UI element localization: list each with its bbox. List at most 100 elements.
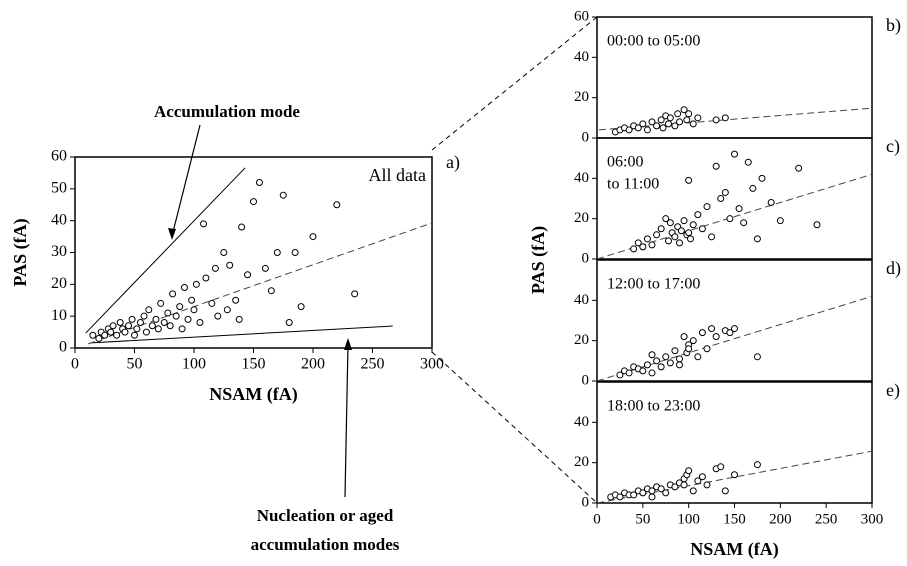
panel-annotation: to 11:00 [607,176,659,193]
scatter-point [200,220,208,228]
annotation: accumulation modes [251,535,400,554]
scatter-point [190,306,198,314]
panel-annotation: All data [369,165,426,185]
scatter-point [109,322,117,330]
scatter-point [731,471,738,479]
scatter-point [657,225,665,233]
y-tick-label: 20 [574,89,589,105]
x-tick-label: 200 [301,356,325,373]
y-tick-label: 40 [574,49,589,65]
scatter-point [214,312,222,320]
scatter-point [721,114,729,122]
scatter-point [639,243,647,251]
scatter-point [211,264,219,272]
panel-label: b) [886,15,901,36]
scatter-point [634,239,642,247]
y-tick-label: 20 [574,454,589,470]
scatter-point [662,215,670,223]
scatter-point [255,178,263,186]
scatter-point [712,116,720,124]
scatter-point [630,491,638,499]
scatter-point [744,158,752,166]
scatter-point [685,467,693,475]
scatter-point [136,319,144,327]
scatter-point [121,328,129,336]
y-tick-label: 0 [582,129,590,145]
y-tick-label: 10 [51,307,67,324]
x-tick-label: 300 [420,356,444,373]
x-tick-label: 300 [861,511,884,527]
scatter-point [698,473,706,481]
scatter-point [708,233,716,241]
scatter-point [107,328,115,336]
scatter-point [703,481,711,489]
x-tick-label: 250 [361,356,385,373]
scatter-point [643,235,651,243]
scatter-point [795,164,803,172]
scatter-point [712,333,720,341]
scatter-point [648,493,656,501]
scatter-point [666,359,674,367]
scatter-point [244,271,252,279]
scatter-point [758,174,766,182]
scatter-point [166,322,174,330]
scatter-point [657,363,665,371]
scatter-point [687,235,694,243]
scatter-point [689,221,697,229]
scatter-point [726,215,734,223]
scatter-point [671,233,679,241]
scatter-point [685,229,693,237]
plot-frame [74,156,433,349]
x-tick-label: 200 [769,511,792,527]
scatter-point [665,120,672,128]
y-tick-label: 0 [582,494,590,510]
y-tick-label: 60 [574,8,589,24]
scatter-point [178,325,186,333]
panel-label: e) [886,380,900,401]
scatter-point [648,241,656,249]
scatter-point [291,249,299,256]
scatter-point [659,124,667,132]
scatter-point [279,191,287,199]
trend-line [85,167,246,334]
scatter-point [95,334,103,342]
scatter-point [676,118,683,126]
scatter-point [202,274,210,282]
scatter-point [148,322,156,330]
scatter-point [616,371,624,379]
scatter-point [671,122,679,130]
scatter-point [726,329,734,337]
scatter-point [235,315,243,323]
arrow-head [344,338,352,350]
scatter-point [164,309,172,317]
x-tick-label: 0 [71,356,79,373]
scatter-point [712,162,720,170]
scatter-point [677,227,685,235]
scatter-point [267,287,275,295]
scatter-point [731,325,738,333]
scatter-point [721,188,729,196]
y-tick-label: 0 [582,250,590,266]
y-axis-label: PAS (fA) [10,218,31,286]
x-tick-label: 50 [127,356,143,373]
scatter-point [297,303,305,311]
scatter-point [634,124,642,132]
scatter-point [169,290,177,298]
trend-line [90,325,393,344]
scatter-point [694,211,702,219]
scatter-point [154,325,162,333]
scatter-point [703,203,711,211]
scatter-point [740,219,748,227]
scatter-point [813,221,821,229]
x-tick-label: 150 [242,356,266,373]
scatter-point [680,333,688,341]
scatter-point [753,353,761,361]
scatter-point [89,331,97,339]
scatter-point [653,122,661,130]
scatter-point [648,118,656,126]
scatter-point [208,299,216,307]
scatter-point [776,217,784,225]
scatter-point [273,249,281,256]
x-tick-label: 100 [182,356,206,373]
